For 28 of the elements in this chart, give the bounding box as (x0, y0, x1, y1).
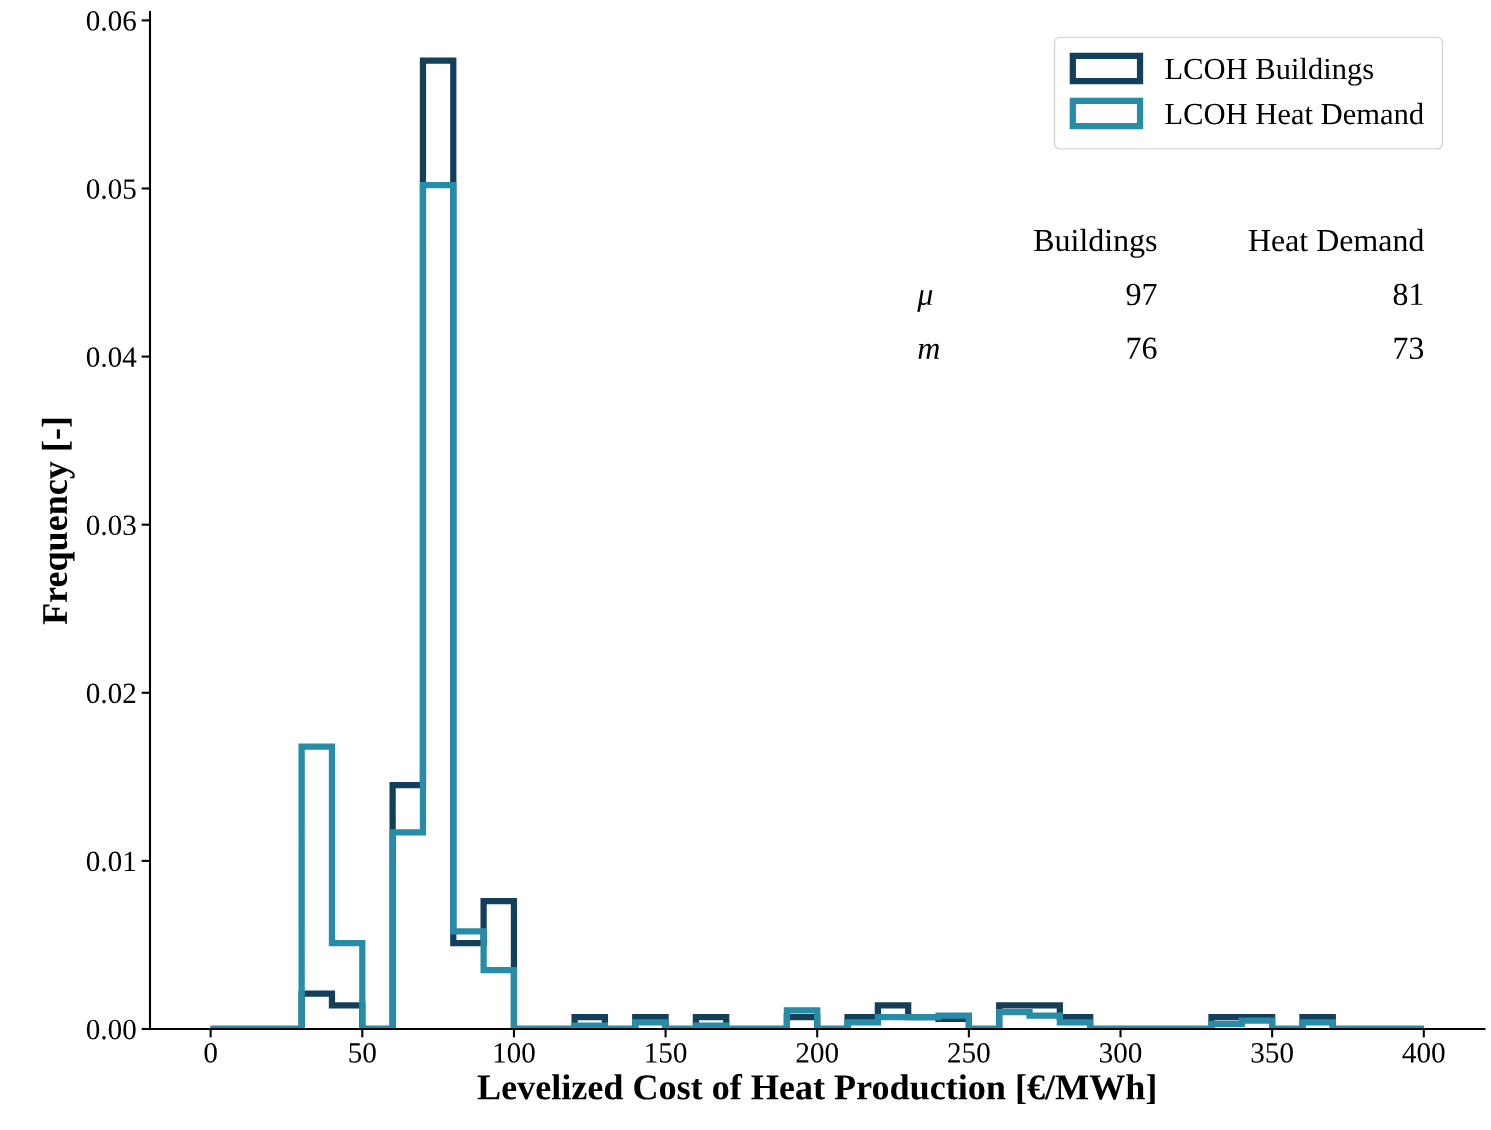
annotation: Heat Demand (1248, 228, 1424, 252)
annotation: m (918, 343, 940, 359)
annotation: Buildings (1034, 228, 1157, 258)
x-tick-label: 0 (204, 1043, 217, 1063)
annotation: μ (917, 290, 933, 312)
annotation: 76 (1127, 337, 1157, 360)
x-tick-label: 300 (1100, 1043, 1142, 1063)
annotation: 81 (1393, 283, 1423, 306)
annotation: 73 (1394, 337, 1424, 360)
legend-label: LCOH Heat Demand (1165, 102, 1424, 125)
x-tick-label: 50 (349, 1043, 376, 1063)
x-tick-label: 350 (1251, 1043, 1293, 1063)
x-tick-label: 100 (494, 1043, 535, 1063)
y-tick-label: 0.02 (86, 683, 136, 704)
y-tick-label: 0.01 (86, 851, 136, 872)
y-tick-label: 0.03 (86, 515, 136, 536)
y-tick-label: 0.05 (86, 179, 136, 200)
y-tick-label: 0.00 (86, 1019, 136, 1040)
x-tick-label: 250 (948, 1043, 990, 1063)
legend-label: LCOH Buildings (1165, 57, 1374, 86)
x-tick-label: 400 (1402, 1043, 1445, 1063)
y-tick-label: 0.06 (86, 11, 136, 31)
y-axis-title: Frequency [-] (41, 418, 75, 625)
annotation: 97 (1126, 283, 1157, 306)
x-axis-title: Levelized Cost of Heat Production [€/MWh] (477, 1073, 1155, 1105)
y-tick-label: 0.04 (86, 347, 137, 368)
x-tick-label: 200 (796, 1043, 838, 1063)
x-tick-label: 150 (646, 1043, 687, 1063)
